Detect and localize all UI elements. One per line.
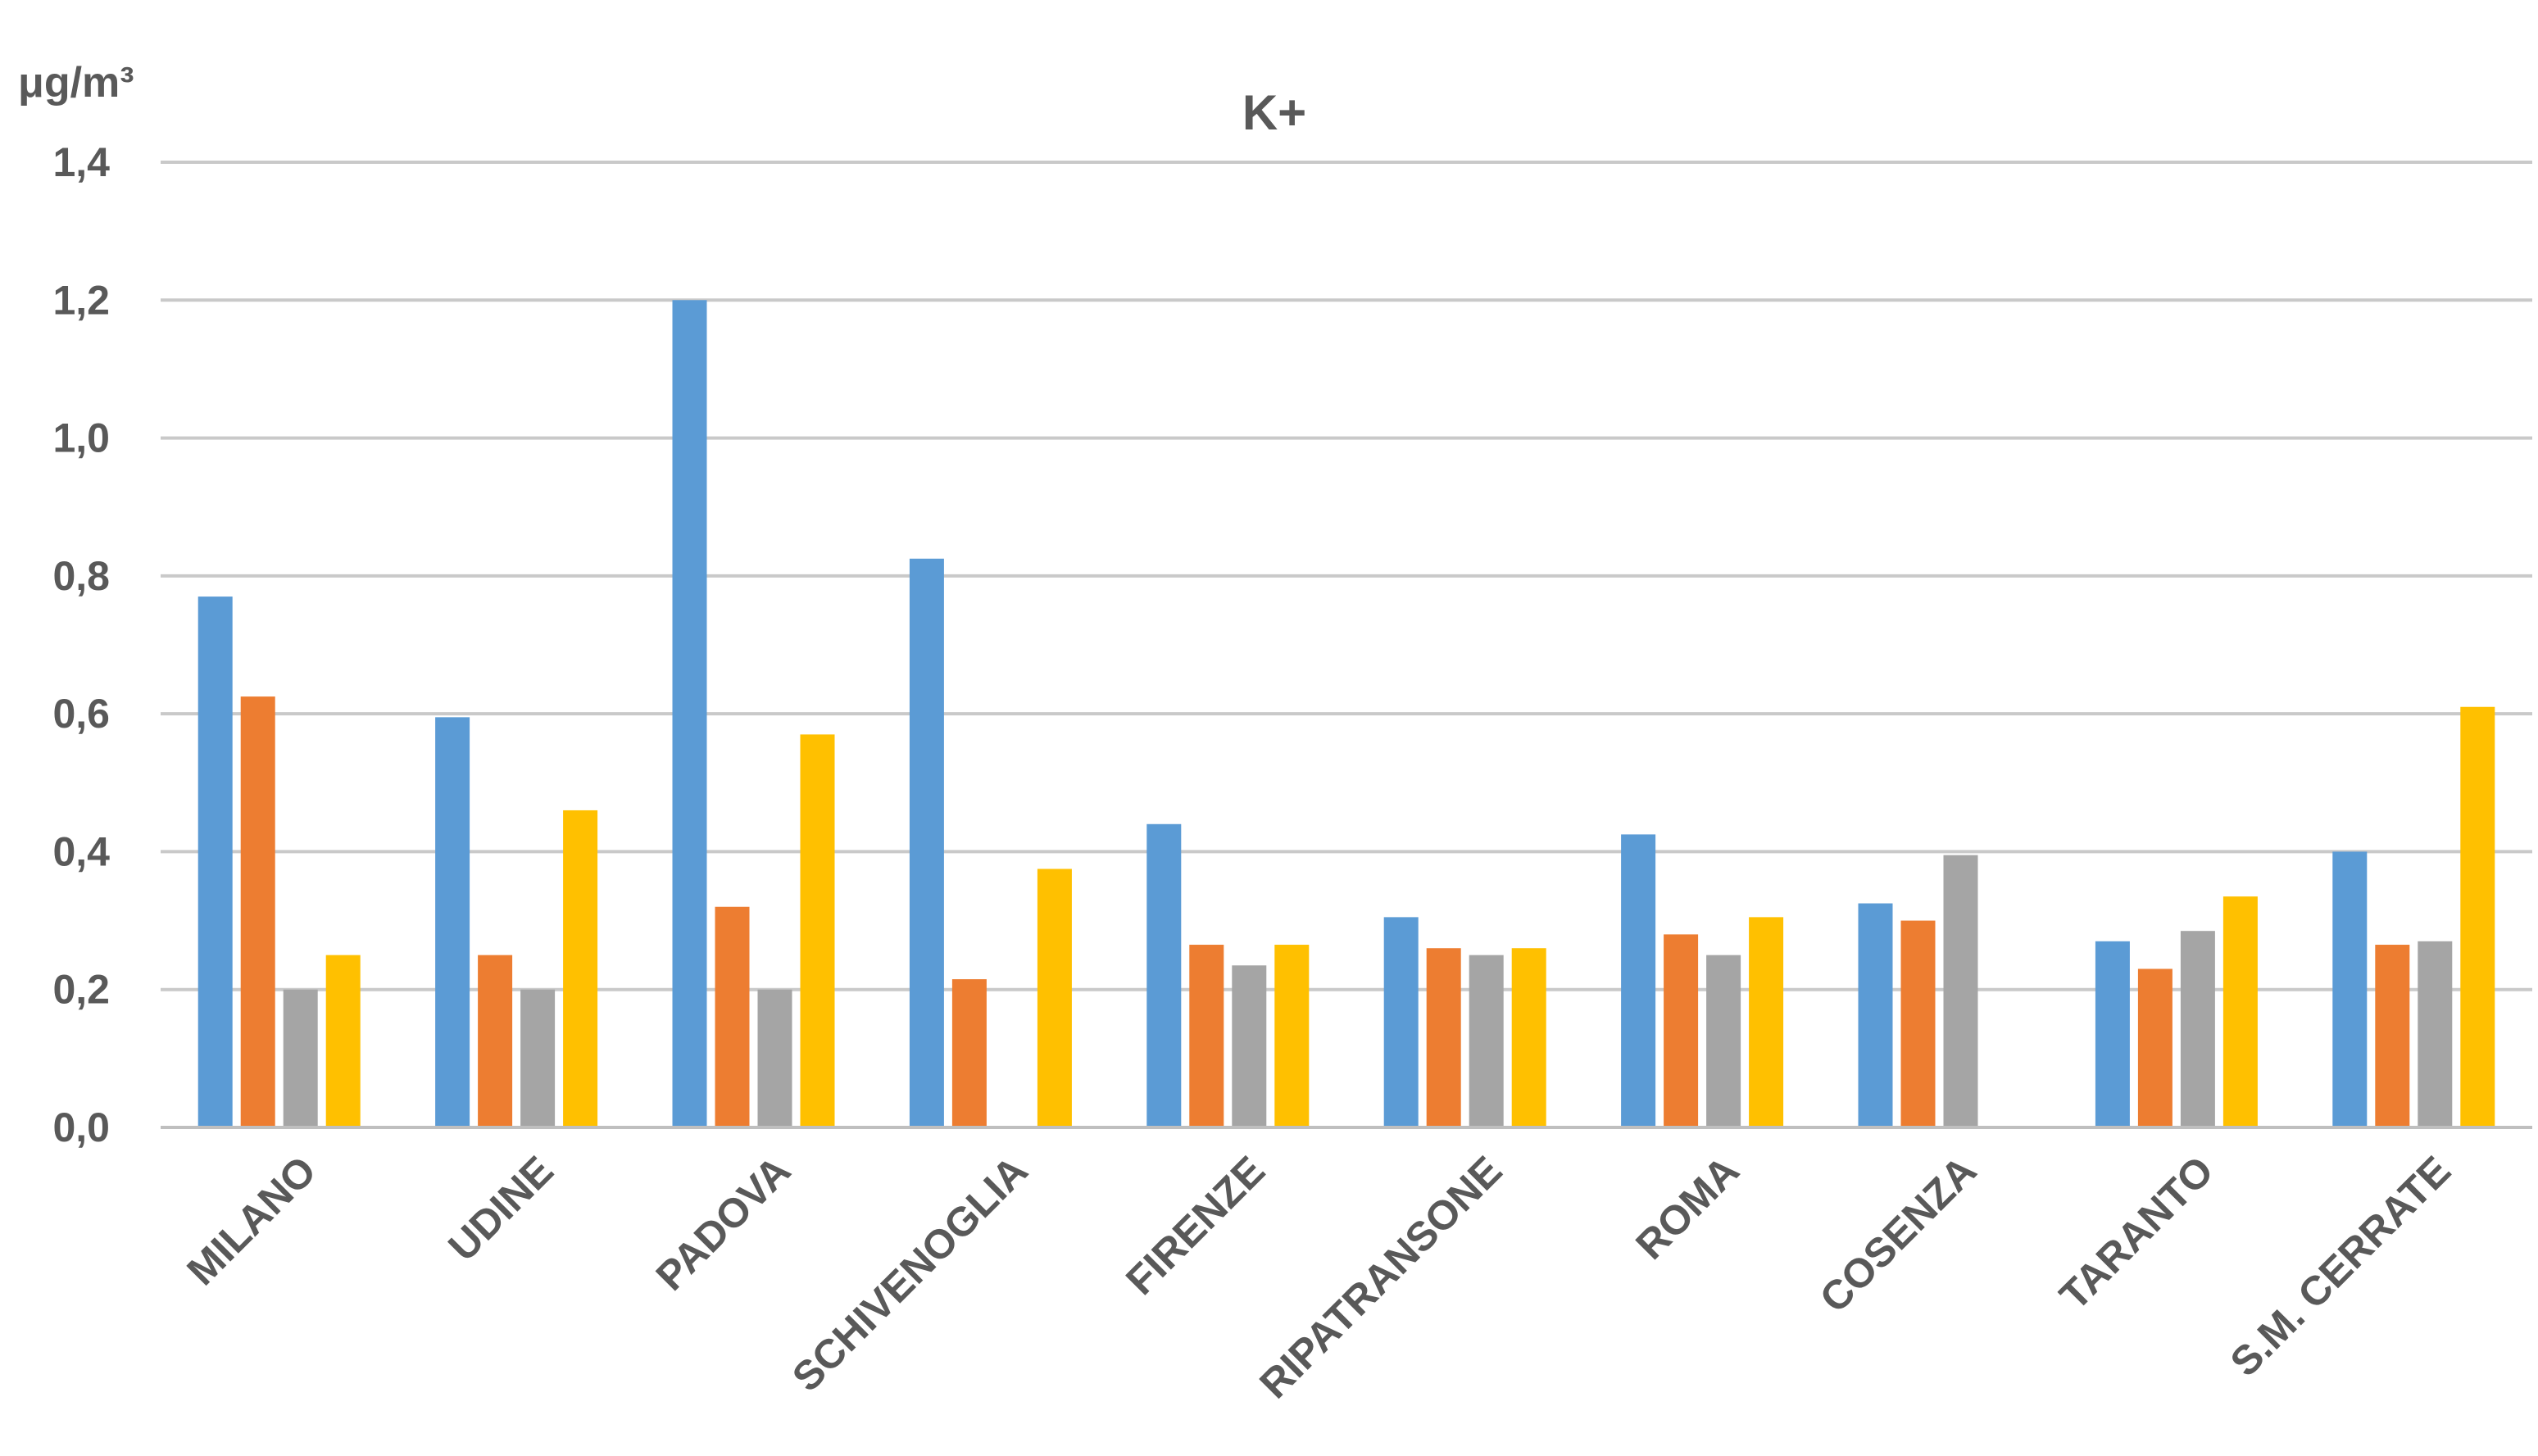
bar [325, 955, 361, 1127]
x-tick-label: COSENZA [1811, 1147, 1985, 1321]
y-tick-label: 0,8 [52, 553, 110, 599]
gridlines [161, 161, 2532, 991]
x-tick-label: FIRENZE [1117, 1147, 1274, 1304]
bar [2332, 851, 2368, 1127]
bar [1621, 834, 1656, 1127]
y-axis-unit-label: μg/m³ [18, 59, 134, 107]
bar [672, 300, 707, 1127]
bar [1469, 955, 1504, 1127]
x-tick-label: MILANO [178, 1147, 325, 1294]
bar [1383, 917, 1419, 1127]
y-tick-label: 1,4 [52, 139, 110, 185]
bar [1943, 855, 1978, 1127]
bar [951, 979, 987, 1127]
bar [1037, 869, 1072, 1127]
bar [757, 989, 792, 1127]
bar [1511, 948, 1546, 1127]
bar [800, 734, 835, 1127]
y-tick-label: 0,6 [52, 691, 110, 737]
bar [2460, 706, 2495, 1127]
bar [2222, 896, 2258, 1127]
bar [563, 810, 598, 1127]
x-tick-label: ROMA [1627, 1147, 1748, 1268]
bar [2180, 931, 2215, 1127]
x-tick-label: UDINE [439, 1147, 562, 1270]
bar [715, 906, 750, 1127]
bar [1146, 823, 1182, 1127]
bar [2375, 945, 2410, 1127]
bar [1900, 920, 1936, 1127]
y-tick-label: 0,2 [52, 967, 110, 1013]
bar [240, 696, 275, 1127]
y-axis-ticks: 0,0 0,2 0,4 0,6 0,8 1,0 1,2 1,4 [52, 139, 110, 1150]
chart-title: K+ [1242, 85, 1306, 140]
bar [2418, 941, 2453, 1127]
x-tick-label: RIPATRANSONE [1251, 1147, 1510, 1407]
bar [1749, 917, 1784, 1127]
y-tick-label: 1,2 [52, 277, 110, 323]
x-tick-label: SCHIVENOGLIA [783, 1147, 1037, 1400]
bar [1274, 945, 1310, 1127]
bar [478, 955, 513, 1127]
x-tick-label: PADOVA [647, 1147, 800, 1300]
bar [909, 558, 944, 1127]
bar [1664, 934, 1699, 1127]
bar [1189, 945, 1224, 1127]
bar [1232, 965, 1267, 1127]
bar [435, 717, 470, 1127]
bar [2095, 941, 2130, 1127]
bar [1426, 948, 1461, 1127]
y-tick-label: 0,0 [52, 1104, 110, 1150]
x-tick-label: TARANTO [2051, 1147, 2222, 1318]
y-tick-label: 0,4 [52, 828, 110, 874]
x-tick-label: S.M. CERRATE [2222, 1147, 2459, 1385]
bar [520, 989, 556, 1127]
bar [283, 989, 318, 1127]
bar [1706, 955, 1741, 1127]
y-tick-label: 1,0 [52, 415, 110, 461]
bar [1858, 903, 1893, 1127]
bar [198, 596, 233, 1127]
bar [2137, 968, 2173, 1127]
bars [198, 300, 2495, 1127]
